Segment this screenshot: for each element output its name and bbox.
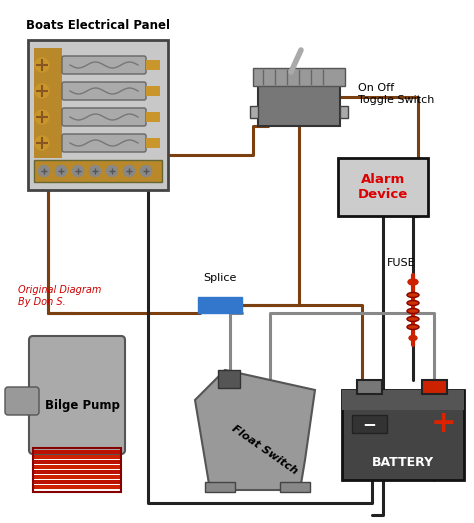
Bar: [253, 68, 345, 86]
Ellipse shape: [407, 309, 419, 313]
Text: Splice: Splice: [203, 273, 237, 283]
Bar: [33, 455, 121, 459]
Bar: [205, 482, 235, 492]
FancyBboxPatch shape: [62, 56, 146, 74]
Text: Boats Electrical Panel: Boats Electrical Panel: [26, 19, 170, 32]
Circle shape: [73, 165, 83, 176]
Bar: [33, 475, 121, 479]
Bar: [34, 48, 62, 158]
Text: On Off
Toggle Switch: On Off Toggle Switch: [358, 83, 434, 105]
Bar: [33, 460, 121, 464]
Text: FUSE: FUSE: [387, 258, 415, 268]
Text: Float Switch: Float Switch: [230, 424, 300, 476]
Bar: [146, 86, 160, 96]
Bar: [146, 60, 160, 70]
Bar: [342, 390, 464, 410]
Text: +: +: [431, 410, 457, 438]
Bar: [338, 158, 428, 216]
Circle shape: [55, 165, 66, 176]
Bar: [33, 450, 121, 454]
Circle shape: [107, 165, 118, 176]
Circle shape: [35, 84, 49, 98]
Text: −: −: [362, 415, 376, 433]
Text: Bilge Pump: Bilge Pump: [45, 399, 119, 412]
Bar: [34, 160, 162, 182]
Ellipse shape: [408, 279, 418, 285]
Bar: [33, 485, 121, 489]
Circle shape: [35, 136, 49, 150]
Ellipse shape: [407, 301, 419, 305]
Ellipse shape: [409, 335, 417, 340]
Bar: [422, 380, 447, 394]
Bar: [33, 470, 121, 474]
Text: Original Diagram
By Don S.: Original Diagram By Don S.: [18, 285, 101, 306]
Bar: [33, 480, 121, 484]
Bar: [357, 380, 382, 394]
Bar: [33, 465, 121, 469]
Bar: [28, 40, 168, 190]
Text: Alarm
Device: Alarm Device: [358, 173, 408, 201]
Circle shape: [124, 165, 135, 176]
Bar: [250, 106, 258, 118]
Circle shape: [35, 110, 49, 124]
FancyBboxPatch shape: [62, 108, 146, 126]
Bar: [340, 106, 348, 118]
Circle shape: [140, 165, 152, 176]
Ellipse shape: [407, 292, 419, 298]
Circle shape: [38, 165, 49, 176]
Polygon shape: [218, 370, 240, 388]
Bar: [258, 76, 340, 126]
Bar: [352, 415, 387, 433]
FancyBboxPatch shape: [62, 82, 146, 100]
FancyBboxPatch shape: [5, 387, 39, 415]
Ellipse shape: [407, 324, 419, 329]
Bar: [342, 390, 464, 480]
Bar: [280, 482, 310, 492]
Polygon shape: [195, 370, 315, 490]
Bar: [146, 138, 160, 148]
Bar: [33, 448, 121, 492]
FancyBboxPatch shape: [29, 336, 125, 454]
FancyBboxPatch shape: [62, 134, 146, 152]
Circle shape: [90, 165, 100, 176]
Ellipse shape: [407, 316, 419, 322]
Circle shape: [35, 58, 49, 72]
Bar: [198, 297, 242, 313]
Text: BATTERY: BATTERY: [372, 456, 434, 469]
Bar: [146, 112, 160, 122]
